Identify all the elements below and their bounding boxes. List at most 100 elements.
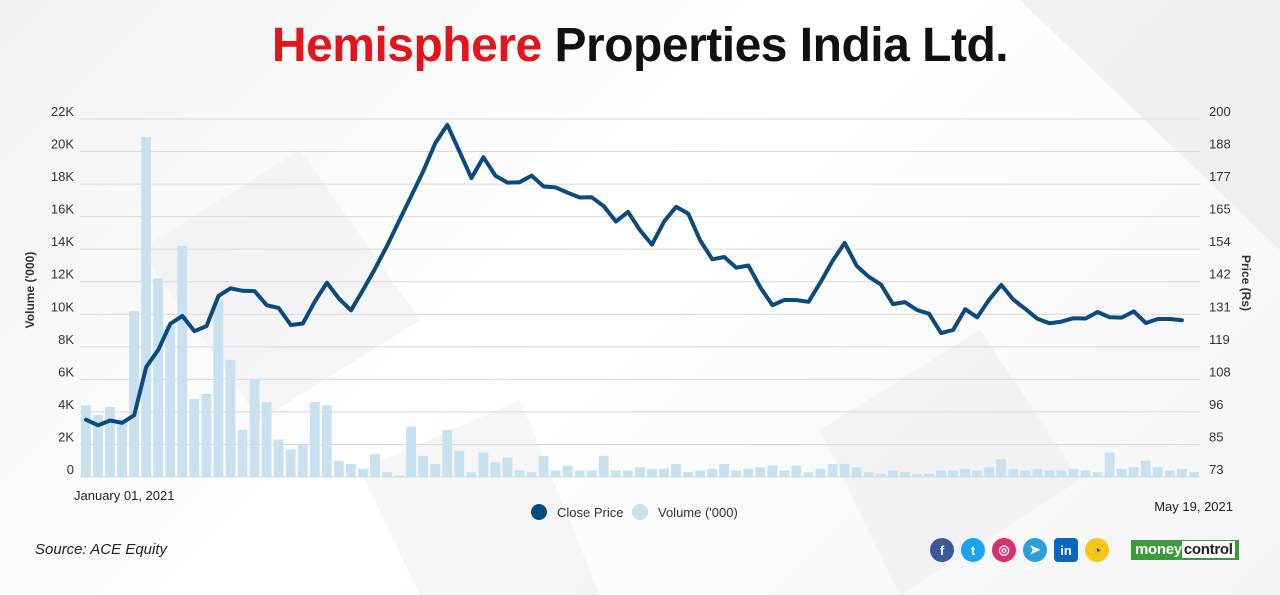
volume-bar (755, 467, 766, 477)
volume-bar (948, 470, 958, 477)
y-left-tick-label: 22K (51, 104, 74, 119)
volume-bar (514, 470, 525, 477)
y-right-tick-label: 108 (1209, 364, 1231, 379)
koo-icon[interactable]: ◔ (1085, 538, 1109, 562)
y-right-tick-label: 165 (1209, 202, 1231, 217)
volume-bar (731, 470, 742, 477)
y-right-tick-label: 142 (1209, 267, 1231, 282)
volume-bar (827, 463, 838, 477)
volume-bar (249, 379, 260, 477)
volume-bar (93, 415, 103, 477)
volume-bar (707, 468, 718, 477)
volume-bar (1044, 470, 1055, 477)
y-right-tick-label: 188 (1209, 137, 1231, 152)
volume-bar (382, 472, 392, 477)
x-end-label: May 19, 2021 (1154, 499, 1233, 514)
volume-bar (165, 325, 176, 477)
y-left-tick-label: 14K (51, 234, 74, 249)
volume-bar (984, 467, 995, 477)
volume-bar (177, 245, 188, 477)
volume-bar (1188, 472, 1199, 477)
volume-bar (671, 463, 681, 477)
twitter-icon[interactable]: t (961, 538, 985, 562)
volume-bar (1080, 470, 1091, 477)
volume-bar (695, 470, 706, 477)
facebook-icon[interactable]: f (930, 538, 954, 562)
volume-bar (622, 470, 633, 477)
legend-close-price-label: Close Price (557, 505, 623, 520)
y-right-axis-title: Price (Rs) (1239, 255, 1253, 311)
volume-bar (213, 299, 224, 477)
volume-bar (153, 278, 164, 477)
volume-bar (743, 468, 754, 477)
y-right-tick-label: 119 (1209, 332, 1230, 347)
volume-bar (863, 472, 874, 477)
x-start-label: January 01, 2021 (74, 488, 174, 503)
volume-bar (911, 473, 922, 477)
y-left-tick-label: 6K (58, 364, 74, 379)
linkedin-icon[interactable]: in (1054, 538, 1078, 562)
volume-bar (117, 420, 127, 477)
volume-bar (418, 455, 429, 477)
volume-bar (899, 472, 910, 477)
y-left-tick-label: 4K (58, 397, 74, 412)
y-left-tick-label: 18K (51, 169, 74, 184)
volume-bar (357, 468, 368, 477)
chart-title: Hemisphere Properties India Ltd. (0, 18, 1280, 73)
volume-bar (442, 429, 453, 477)
volume-bar (1176, 468, 1187, 477)
volume-bar (719, 463, 730, 477)
volume-bar (321, 405, 332, 477)
volume-bar (574, 470, 585, 477)
legend-close-price-marker (531, 504, 547, 520)
volume-bar (225, 359, 236, 477)
y-left-tick-label: 10K (51, 299, 74, 314)
volume-bar (370, 454, 380, 477)
title-accent: Hemisphere (271, 19, 542, 72)
volume-bar (201, 394, 212, 477)
volume-bar (285, 449, 296, 477)
volume-bar (129, 311, 140, 477)
y-right-tick-label: 177 (1209, 169, 1231, 184)
volume-bar (538, 455, 549, 477)
y-right-tick-label: 154 (1209, 234, 1231, 249)
volume-bar (490, 462, 501, 477)
volume-bar (81, 405, 91, 477)
volume-bar (1164, 470, 1175, 477)
volume-bar (924, 473, 934, 477)
volume-bar (1116, 468, 1127, 477)
volume-bar (406, 426, 417, 477)
volume-bar (526, 472, 537, 477)
brand-part1: money (1135, 541, 1182, 558)
volume-bar (1152, 467, 1163, 477)
volume-bar (141, 136, 152, 477)
volume-bar (502, 457, 513, 477)
y-right-tick-label: 96 (1209, 397, 1223, 412)
y-right-tick-label: 85 (1209, 429, 1223, 444)
volume-bar (189, 398, 200, 477)
volume-bar (779, 470, 790, 477)
volume-bar (394, 475, 404, 477)
y-left-tick-label: 8K (58, 332, 74, 347)
volume-bar (237, 429, 248, 477)
legend-volume-label: Volume ('000) (658, 505, 738, 520)
y-right-tick-label: 200 (1209, 104, 1231, 119)
y-left-tick-label: 2K (58, 429, 74, 444)
y-left-tick-label: 0 (67, 462, 74, 477)
volume-bar (333, 460, 344, 477)
volume-bar (454, 450, 465, 477)
telegram-icon[interactable]: ➤ (1023, 538, 1047, 562)
brand-part2: control (1181, 541, 1235, 558)
volume-bar (478, 452, 489, 477)
volume-bar (659, 468, 669, 477)
volume-bar (791, 465, 802, 477)
volume-bar (1056, 470, 1067, 477)
y-left-axis-title: Volume ('000) (23, 252, 37, 329)
volume-bar (972, 470, 983, 477)
volume-bar (887, 470, 898, 477)
instagram-icon[interactable]: ◎ (992, 538, 1016, 562)
volume-bar (586, 470, 597, 477)
volume-bar (466, 472, 477, 477)
volume-bar (1020, 470, 1031, 477)
volume-bar (815, 468, 826, 477)
